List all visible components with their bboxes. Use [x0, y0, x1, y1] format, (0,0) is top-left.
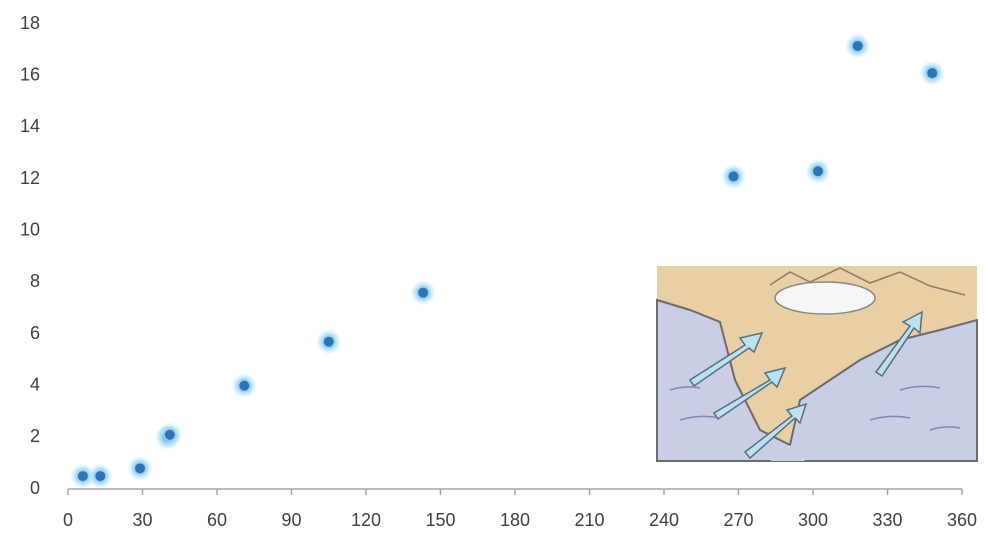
y-tick-label: 12	[20, 168, 40, 188]
y-tick-label: 2	[30, 426, 40, 446]
x-tick-label: 120	[351, 510, 381, 530]
x-tick-label: 360	[947, 510, 977, 530]
x-tick-label: 150	[425, 510, 455, 530]
point	[317, 330, 341, 354]
point	[158, 423, 182, 447]
y-tick-label: 14	[20, 116, 40, 136]
point-dot	[95, 471, 105, 481]
x-tick-label: 270	[723, 510, 753, 530]
x-tick-label: 180	[500, 510, 530, 530]
y-tick-label: 4	[30, 374, 40, 394]
point-dot	[324, 337, 334, 347]
x-tick-label: 330	[872, 510, 902, 530]
inset-illustration	[657, 266, 977, 461]
point	[920, 61, 944, 85]
x-tick-label: 60	[207, 510, 227, 530]
point	[88, 464, 112, 488]
y-tick-label: 18	[20, 13, 40, 33]
point-dot	[853, 41, 863, 51]
point-dot	[165, 430, 175, 440]
point-dot	[78, 471, 88, 481]
y-tick-label: 6	[30, 323, 40, 343]
x-tick-label: 90	[281, 510, 301, 530]
y-tick-label: 0	[30, 478, 40, 498]
x-tick-label: 300	[798, 510, 828, 530]
x-tick-label: 30	[132, 510, 152, 530]
point	[232, 374, 256, 398]
y-tick-label: 8	[30, 271, 40, 291]
point	[411, 281, 435, 305]
point-dot	[813, 166, 823, 176]
point	[128, 456, 152, 480]
point	[806, 159, 830, 183]
x-tick-label: 240	[649, 510, 679, 530]
y-tick-label: 16	[20, 64, 40, 84]
x-tick-label: 0	[63, 510, 73, 530]
point-dot	[927, 68, 937, 78]
point-dot	[239, 381, 249, 391]
point	[846, 34, 870, 58]
point	[722, 164, 746, 188]
y-tick-label: 10	[20, 219, 40, 239]
chart: 0246810121416180306090120150180210240270…	[0, 0, 985, 548]
point-dot	[135, 463, 145, 473]
point-dot	[729, 171, 739, 181]
point-dot	[418, 288, 428, 298]
x-tick-label: 210	[574, 510, 604, 530]
